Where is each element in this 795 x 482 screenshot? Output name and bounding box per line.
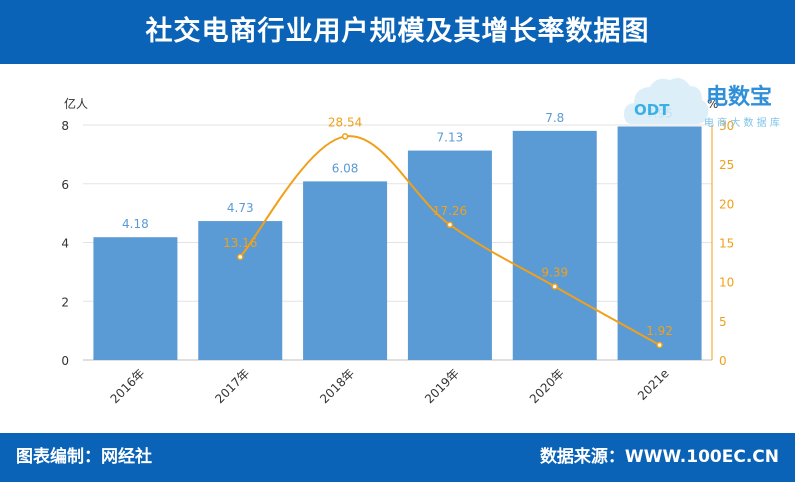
bar — [303, 181, 388, 360]
y-tick-label: 4 — [61, 237, 69, 251]
x-tick-label: 2018年 — [317, 366, 357, 406]
y2-tick-label: 20 — [719, 197, 734, 211]
header-banner: 社交电商行业用户规模及其增长率数据图 — [0, 0, 795, 64]
bar — [617, 126, 702, 360]
y2-tick-label: 0 — [719, 354, 727, 368]
y2-tick-label: 15 — [719, 237, 734, 251]
y2-tick-label: 5 — [719, 315, 727, 329]
bar-value-label: 4.73 — [227, 201, 254, 215]
growth-rate-label: 28.54 — [328, 115, 362, 129]
y2-tick-label: 25 — [719, 158, 734, 172]
x-tick-label: 2020年 — [527, 366, 567, 406]
chart-title: 社交电商行业用户规模及其增长率数据图 — [145, 16, 650, 47]
compiler-credit: 图表编制：网经社 — [16, 447, 152, 467]
x-tick-label: 2019年 — [422, 366, 462, 406]
growth-rate-point — [237, 253, 244, 261]
watermark-badge: ODT — [634, 101, 670, 119]
x-tick-label: 2016年 — [108, 366, 148, 406]
growth-rate-label: 9.39 — [541, 265, 568, 279]
bar-value-label: 7.13 — [437, 131, 464, 145]
y2-tick-label: 30 — [719, 119, 734, 133]
x-tick-label: 2021e — [635, 366, 672, 403]
growth-rate-label: 17.26 — [433, 204, 467, 218]
y2-axis-label: % — [707, 97, 718, 111]
growth-rate-point — [551, 283, 558, 290]
y2-tick-label: 10 — [719, 276, 734, 290]
cloud-icon: ODT 电数宝 电 商 大 数 据 库 — [624, 78, 780, 129]
y-tick-label: 8 — [61, 119, 69, 133]
x-tick-label: 2017年 — [212, 366, 252, 406]
chart-svg: 02468亿人051015202530%4.184.736.087.137.87… — [61, 96, 734, 406]
growth-rate-point — [446, 221, 454, 229]
bar — [407, 150, 492, 360]
chart-area: 02468亿人051015202530%4.184.736.087.137.87… — [0, 64, 795, 433]
bar — [512, 130, 597, 360]
bar-value-label: 6.08 — [332, 161, 359, 175]
bar — [198, 221, 283, 360]
y-tick-label: 0 — [61, 354, 69, 368]
bar — [93, 237, 178, 360]
growth-rate-point — [341, 133, 349, 140]
footer-banner: 图表编制：网经社 数据来源：WWW.100EC.CN — [0, 433, 795, 482]
y-tick-label: 2 — [61, 295, 69, 309]
growth-rate-line — [239, 135, 661, 346]
y-tick-label: 6 — [61, 178, 69, 192]
growth-rate-label: 13.16 — [223, 236, 257, 250]
watermark-brand: 电数宝 — [706, 84, 772, 110]
y-axis-label: 亿人 — [64, 96, 88, 111]
data-source: 数据来源：WWW.100EC.CN — [539, 447, 779, 467]
growth-rate-label: 1.92 — [646, 324, 673, 338]
watermark-logo: ODT 电数宝 电 商 大 数 据 库 — [622, 72, 792, 136]
growth-rate-point — [656, 341, 663, 349]
bar-value-label: 7.8 — [545, 111, 564, 125]
bar-value-label: 4.18 — [122, 217, 149, 231]
watermark-sub: 电 商 大 数 据 库 — [704, 116, 780, 129]
